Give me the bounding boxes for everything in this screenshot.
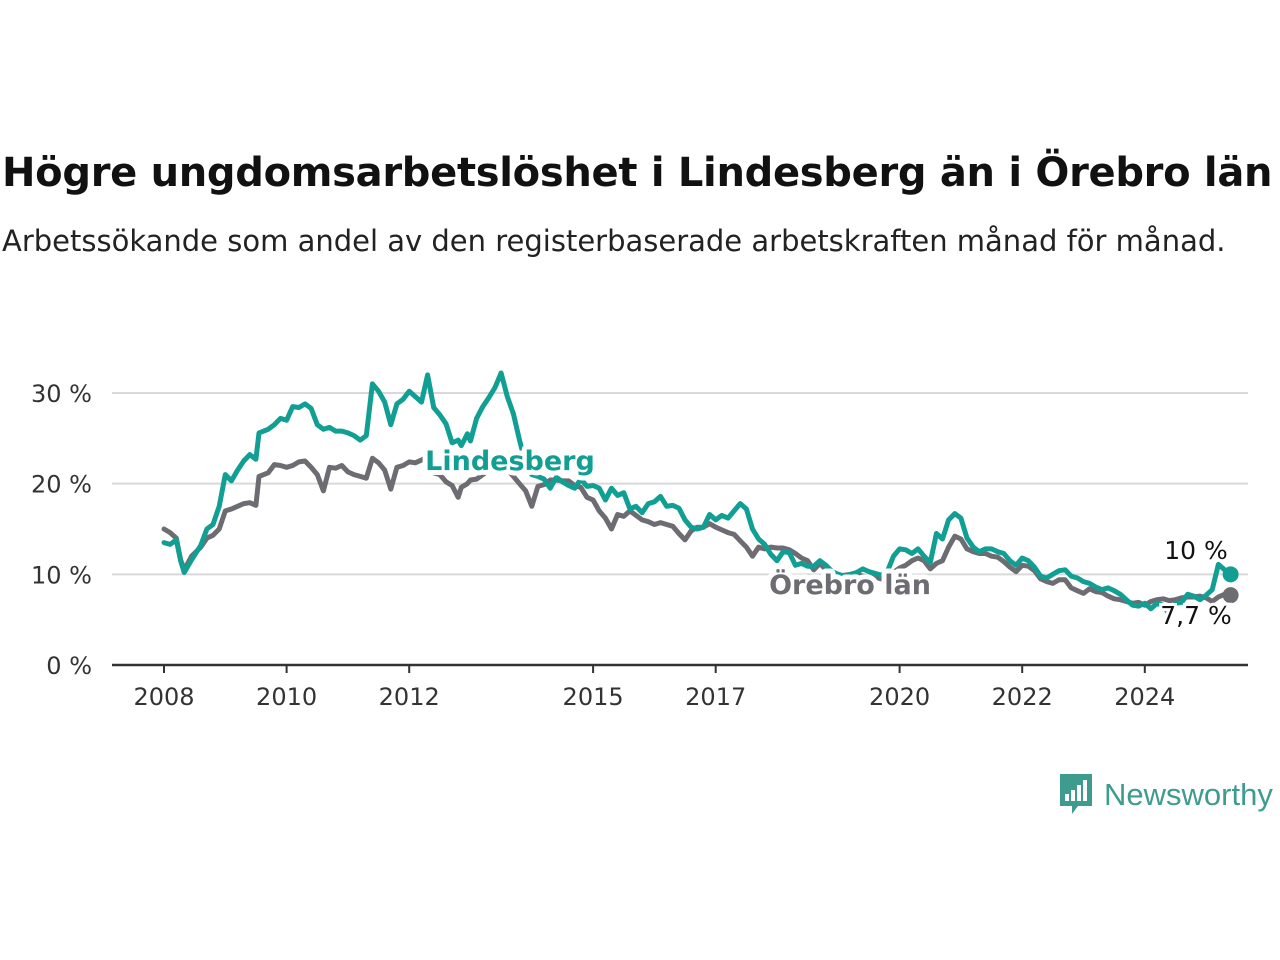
series-end-dot-orebro	[1222, 587, 1239, 604]
y-tick-label: 30 %	[31, 380, 92, 408]
brand-logo[interactable]: Newsworthy	[1058, 770, 1273, 820]
end-value-label-orebro: 7,7 %	[1160, 601, 1231, 630]
y-tick-label: 20 %	[31, 471, 92, 499]
x-tick-label: 2010	[256, 683, 317, 711]
x-tick-label: 2022	[992, 683, 1053, 711]
x-tick-label: 2017	[685, 683, 746, 711]
chart-title: Högre ungdomsarbetslöshet i Lindesberg ä…	[2, 150, 1273, 196]
series-label-lindesberg: Lindesberg	[425, 446, 595, 477]
x-tick-label: 2020	[869, 683, 930, 711]
y-tick-label: 10 %	[31, 561, 92, 589]
series-end-dot-lindesberg	[1222, 566, 1239, 583]
chart-subtitle: Arbetssökande som andel av den registerb…	[2, 224, 1226, 258]
y-tick-label: 0 %	[46, 652, 92, 680]
x-tick-label: 2024	[1114, 683, 1175, 711]
line-chart: 0 % 10 % 20 % 30 % 2008 2010 2012 2015 2017 2020 2…	[31, 370, 1248, 711]
series-label-orebro: Örebro län	[769, 568, 931, 601]
x-tick-label: 2015	[563, 683, 624, 711]
bar-chart-speech-bubble-icon	[1060, 774, 1092, 814]
x-tick-label: 2012	[379, 683, 440, 711]
series-line-lindesberg	[161, 370, 1234, 617]
brand-name: Newsworthy	[1104, 777, 1273, 812]
x-tick-label: 2008	[133, 683, 194, 711]
end-value-label-lindesberg: 10 %	[1164, 536, 1228, 565]
